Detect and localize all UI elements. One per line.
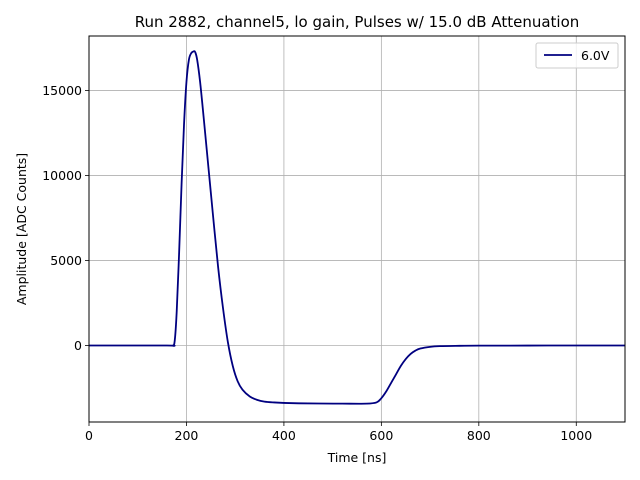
x-tick-label: 600: [369, 428, 393, 443]
plot-frame: [88, 35, 626, 423]
chart-title: Run 2882, channel5, lo gain, Pulses w/ 1…: [135, 13, 580, 31]
x-axis: 0 200 400 600 800 1000: [85, 422, 592, 443]
y-axis: 0 5000 10000 15000: [42, 83, 89, 353]
legend-label: 6.0V: [581, 48, 610, 63]
x-tick-label: 800: [467, 428, 491, 443]
y-tick-label: 15000: [42, 83, 82, 98]
x-tick-label: 400: [272, 428, 296, 443]
y-tick-label: 10000: [42, 168, 82, 183]
series-layer: [89, 50, 626, 405]
y-tick-label: 0: [74, 338, 82, 353]
x-tick-label: 200: [175, 428, 199, 443]
grid: [88, 36, 625, 422]
legend: 6.0V: [535, 42, 619, 69]
x-axis-title: Time [ns]: [327, 450, 387, 465]
y-tick-label: 5000: [50, 253, 82, 268]
legend-box: [535, 42, 619, 69]
x-tick-label: 1000: [560, 428, 592, 443]
x-tick-label: 0: [85, 428, 93, 443]
y-axis-title: Amplitude [ADC Counts]: [14, 153, 29, 305]
series-line-0: [89, 50, 626, 405]
